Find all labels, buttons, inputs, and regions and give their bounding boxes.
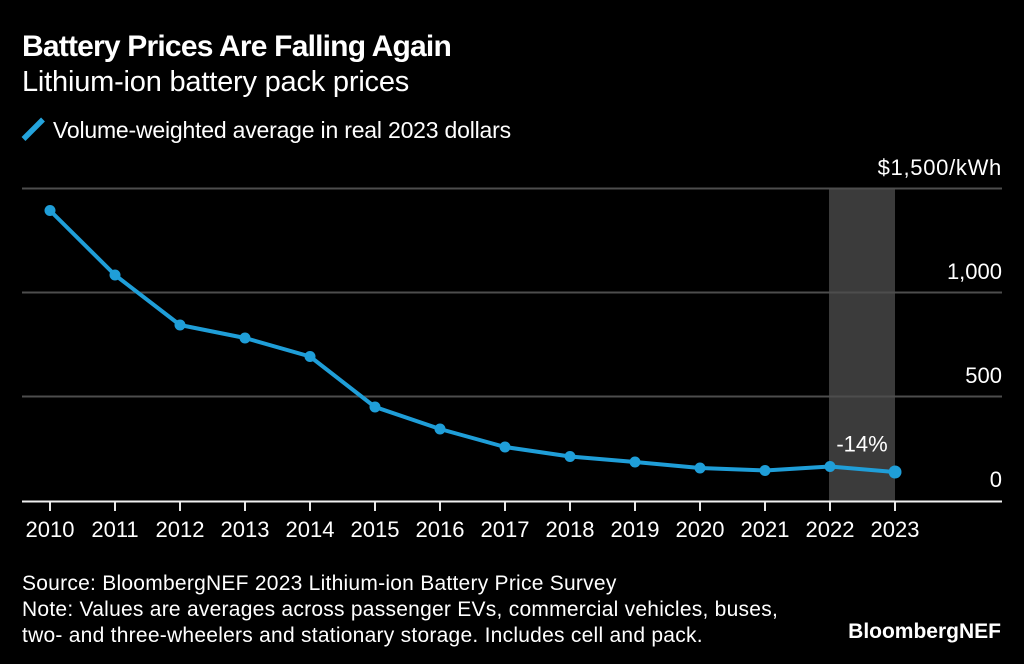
svg-text:-14%: -14%: [836, 432, 887, 457]
